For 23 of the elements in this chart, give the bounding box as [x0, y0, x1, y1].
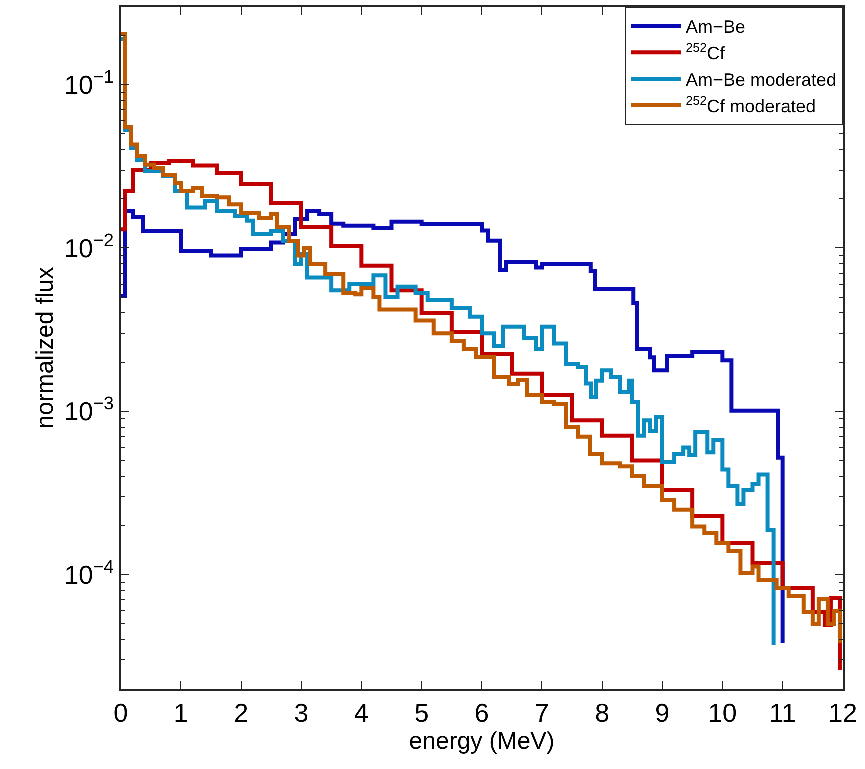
x-tick-label: 7	[534, 698, 550, 728]
legend-label: $^{252}$Cf	[686, 41, 726, 64]
x-tick-label: 2	[234, 698, 249, 728]
y-tick-label: 10$^{−4}$	[64, 557, 114, 590]
x-axis-title: energy (MeV)	[409, 728, 555, 755]
x-tick-label: 10	[708, 698, 738, 728]
legend-label: Am−Be moderated	[686, 70, 837, 90]
x-tick-label: 3	[294, 698, 309, 728]
x-tick-label: 5	[414, 698, 430, 728]
x-tick-label: 1	[174, 698, 188, 728]
x-tick-label: 8	[595, 698, 610, 728]
legend-label: $^{252}$Cf moderated	[686, 94, 816, 116]
legend-label: Am−Be	[686, 17, 746, 38]
x-tick-label: 6	[474, 698, 490, 728]
y-tick-label: 10$^{−3}$	[64, 394, 114, 427]
y-axis-title: normalized flux	[32, 267, 59, 429]
x-tick-label: 4	[354, 698, 369, 728]
y-tick-label: 10$^{−1}$	[64, 67, 114, 100]
x-tick-label: 9	[655, 698, 670, 728]
x-tick-label: 12	[828, 698, 858, 728]
x-tick-label: 0	[114, 698, 128, 728]
y-tick-label: 10$^{−2}$	[64, 230, 114, 264]
x-tick-label: 11	[769, 698, 796, 728]
